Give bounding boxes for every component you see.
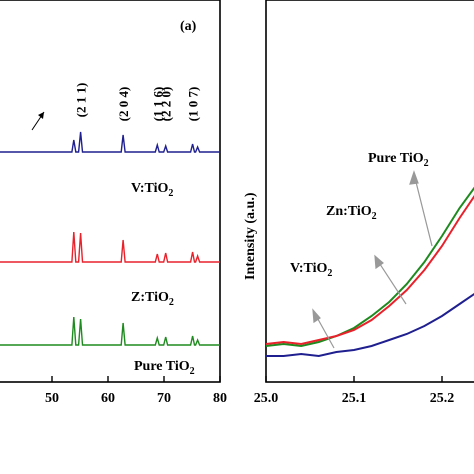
y-axis-title: Intensity (a.u.) bbox=[243, 192, 258, 280]
series-label-z: Z:TiO2 bbox=[131, 290, 174, 308]
series-label-pure-sub: 2 bbox=[190, 366, 195, 377]
series-label-z-main: Z:TiO bbox=[131, 290, 169, 305]
right-x-tick-label: 25.0 bbox=[254, 391, 279, 406]
left-series-line bbox=[0, 316, 220, 346]
peak-label: (1 1 6) bbox=[150, 87, 165, 122]
peak-label: (2 0 4) bbox=[116, 87, 131, 122]
series-label-pure: Pure TiO2 bbox=[134, 359, 195, 377]
arrow-zn bbox=[375, 257, 407, 305]
left-panel-frame bbox=[0, 0, 221, 383]
right-x-tick-label: 25.2 bbox=[430, 391, 455, 406]
peak-label: (2 1 1) bbox=[74, 83, 89, 118]
right-panel: Intensity (a.u.) 25.0 25.1 25.2 Pure TiO2 … bbox=[243, 0, 474, 406]
right-x-ticks: 25.0 25.1 25.2 bbox=[254, 376, 455, 406]
annot-pure: Pure TiO2 bbox=[368, 151, 429, 169]
peak-label: (2 2 0) bbox=[159, 87, 174, 122]
series-label-v-main: V:TiO bbox=[131, 181, 168, 196]
left-x-ticks: 50 60 70 80 bbox=[45, 376, 227, 406]
peak-arrow-head bbox=[38, 112, 44, 119]
right-series-line bbox=[265, 186, 474, 348]
left-x-tick-label: 80 bbox=[213, 391, 227, 406]
annot-arrows bbox=[312, 170, 433, 349]
left-panel: (a) (2 1 1) (2 0 4) (1 1 6)(2 2 0) (1 0 7) … bbox=[0, 0, 227, 406]
left-x-tick-label: 70 bbox=[157, 391, 171, 406]
series-label-z-sub: 2 bbox=[169, 297, 174, 308]
series-label-v-sub: 2 bbox=[168, 188, 173, 199]
annot-v-main: V:TiO bbox=[290, 261, 327, 276]
left-series-line bbox=[0, 131, 220, 153]
right-x-tick-label: 25.1 bbox=[342, 391, 367, 406]
arrow-pure-head bbox=[409, 170, 419, 185]
annot-zn-main: Zn:TiO bbox=[326, 204, 372, 219]
right-series-group bbox=[265, 186, 474, 358]
right-panel-frame bbox=[265, 0, 474, 383]
arrow-v-head bbox=[312, 308, 321, 324]
series-label-pure-main: Pure TiO bbox=[134, 359, 190, 374]
left-x-tick-label: 50 bbox=[45, 391, 59, 406]
annot-zn-sub: 2 bbox=[372, 211, 377, 222]
right-series-line bbox=[265, 194, 474, 346]
annot-zn: Zn:TiO2 bbox=[326, 204, 377, 222]
peak-label-group: (2 1 1) (2 0 4) (1 1 6)(2 2 0) (1 0 7) bbox=[74, 83, 201, 122]
right-series-line bbox=[266, 292, 474, 358]
peak-label: (1 0 7) bbox=[186, 87, 201, 122]
annot-pure-sub: 2 bbox=[424, 158, 429, 169]
series-label-v: V:TiO2 bbox=[131, 181, 173, 199]
annot-v-sub: 2 bbox=[327, 268, 332, 279]
annot-pure-main: Pure TiO bbox=[368, 151, 424, 166]
arrow-zn-head bbox=[374, 254, 384, 270]
panel-label: (a) bbox=[180, 19, 197, 34]
left-series-group bbox=[0, 131, 220, 346]
left-series-line bbox=[0, 231, 220, 263]
arrow-pure bbox=[413, 173, 433, 247]
annot-v: V:TiO2 bbox=[290, 261, 332, 279]
left-x-tick-label: 60 bbox=[101, 391, 115, 406]
